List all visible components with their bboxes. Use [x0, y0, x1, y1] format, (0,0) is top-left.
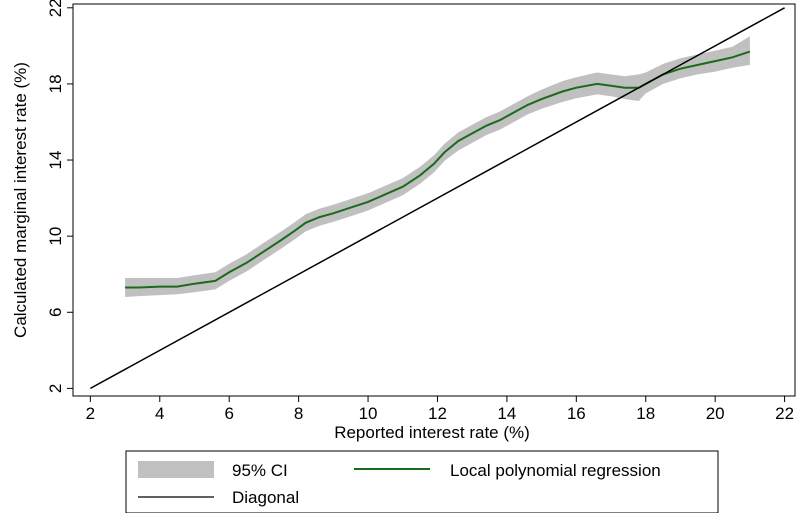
fit-point	[562, 91, 563, 92]
x-tick-label: 16	[567, 404, 586, 423]
fit-point	[281, 239, 282, 240]
fit-point	[749, 51, 750, 52]
y-tick-label: 2	[46, 384, 65, 393]
x-tick-label: 2	[86, 404, 95, 423]
fit-point	[159, 286, 160, 287]
legend-ci-swatch	[138, 461, 214, 478]
ci-band	[125, 36, 750, 298]
fit-point	[472, 133, 473, 134]
fit-point	[402, 186, 403, 187]
fit-point	[458, 141, 459, 142]
fit-point	[319, 217, 320, 218]
fit-point	[350, 207, 351, 208]
legend: 95% CI Local polynomial regression Diago…	[125, 450, 719, 513]
x-axis-title: Reported interest rate (%)	[334, 423, 530, 442]
fit-point	[444, 152, 445, 153]
x-tick-label: 20	[706, 404, 725, 423]
fit-point	[513, 112, 514, 113]
fit-point	[177, 286, 178, 287]
fit-point	[576, 87, 577, 88]
y-tick-label: 6	[46, 308, 65, 317]
fit-point	[499, 120, 500, 121]
fit-point	[624, 87, 625, 88]
diagonal-line	[89, 7, 785, 390]
legend-diagonal-label: Diagonal	[232, 488, 299, 507]
fit-point	[368, 201, 369, 202]
x-tick-label: 14	[497, 404, 516, 423]
x-tick-label: 6	[224, 404, 233, 423]
y-axis: 2 6 10 14 18 22	[46, 0, 73, 393]
plot-frame	[72, 3, 796, 397]
x-tick-label: 10	[359, 404, 378, 423]
fit-point	[138, 287, 139, 288]
fit-point	[527, 104, 528, 105]
fit-point	[680, 68, 681, 69]
x-tick-label: 12	[428, 404, 447, 423]
fit-point	[597, 83, 598, 84]
x-tick-label: 8	[294, 404, 303, 423]
y-axis-title: Calculated marginal interest rate (%)	[11, 62, 30, 338]
fit-point	[486, 125, 487, 126]
fit-point	[305, 222, 306, 223]
y-tick-label: 22	[46, 0, 65, 17]
fit-point	[420, 175, 421, 176]
fit-point	[194, 283, 195, 284]
fit-point	[611, 85, 612, 86]
fit-point	[715, 61, 716, 62]
legend-box	[125, 450, 719, 513]
fit-point	[295, 230, 296, 231]
fit-point	[385, 194, 386, 195]
fit-point	[697, 64, 698, 65]
x-axis: 2 4 6 8 10 12 14 16 18 20 22	[86, 396, 794, 423]
fit-point	[434, 163, 435, 164]
fit-point	[246, 262, 247, 263]
fit-point	[541, 99, 542, 100]
ci-band-layer	[125, 36, 750, 298]
fit-point	[263, 251, 264, 252]
y-tick-label: 18	[46, 74, 65, 93]
x-tick-label: 22	[775, 404, 794, 423]
x-tick-label: 4	[155, 404, 164, 423]
legend-fit-label: Local polynomial regression	[450, 461, 661, 480]
fit-point	[215, 280, 216, 281]
fit-point	[229, 272, 230, 273]
diagonal-line-layer	[89, 7, 785, 390]
x-tick-label: 18	[636, 404, 655, 423]
y-tick-label: 14	[46, 151, 65, 170]
fit-point	[125, 287, 126, 288]
y-tick-label: 10	[46, 227, 65, 246]
legend-ci-label: 95% CI	[232, 461, 288, 480]
fit-point	[333, 213, 334, 214]
fit-point	[732, 57, 733, 58]
